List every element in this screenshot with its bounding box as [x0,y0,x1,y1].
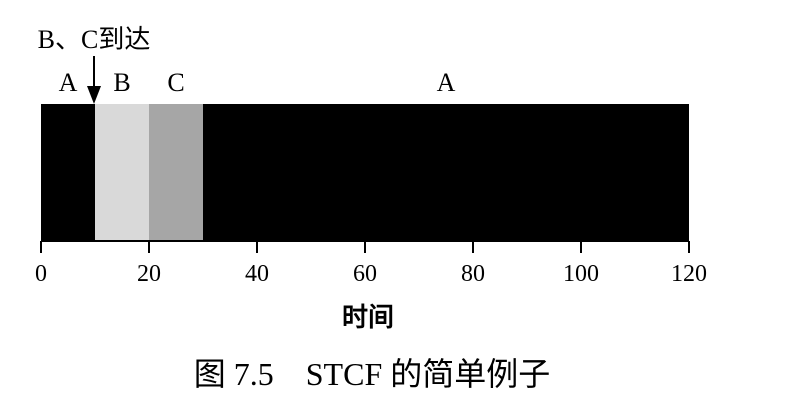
x-axis-label: 时间 [342,303,394,333]
annotations-group: B、C到达 [38,25,151,104]
x-tick-label-20: 20 [137,261,161,287]
x-tick-label-0: 0 [35,261,47,287]
segment-label-2: B [113,68,130,97]
arrival-annotation-label: B、C到达 [38,25,151,54]
segment-bar-4 [203,104,689,241]
x-tick-label-80: 80 [461,261,485,287]
segment-bar-1 [41,104,95,241]
segment-label-3: C [167,68,184,97]
x-tick-label-60: 60 [353,261,377,287]
segment-label-1: A [59,68,78,97]
segment-bar-2 [95,104,149,241]
x-axis: 0 20 40 60 80 100 120 [35,240,707,287]
figure-caption: 图 7.5 STCF 的简单例子 [194,356,551,392]
segment-label-4: A [437,68,456,97]
x-tick-label-100: 100 [563,261,599,287]
arrival-arrow-icon [87,86,101,104]
segments-group [41,104,689,241]
x-tick-label-40: 40 [245,261,269,287]
segment-bar-3 [149,104,203,241]
x-tick-label-120: 120 [671,261,707,287]
